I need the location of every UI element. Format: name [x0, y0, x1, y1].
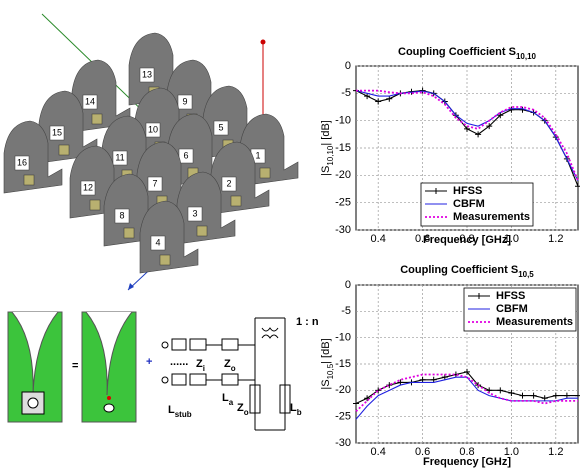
- legend-label: HFSS: [496, 290, 525, 302]
- line-seg: [222, 374, 238, 385]
- fin-label: 1: [255, 150, 260, 160]
- circuit-label-sub: stub: [175, 410, 192, 419]
- chart-title: Coupling Coefficient S10,5: [400, 264, 534, 279]
- port: [104, 404, 114, 412]
- circuit-label-sub: a: [229, 398, 234, 407]
- legend-label: CBFM: [496, 303, 528, 315]
- fin-label: 14: [85, 96, 95, 106]
- chart-title-main: Coupling Coefficient S: [400, 264, 518, 276]
- feed-box: [24, 175, 34, 185]
- y-tick-label: -30: [335, 224, 351, 236]
- x-tick-label: 1.2: [548, 233, 563, 245]
- circuit-label: La: [222, 392, 234, 407]
- circuit-label: Zo: [224, 358, 236, 373]
- axis-end: [261, 40, 266, 45]
- circuit-label-sub: o: [244, 408, 249, 417]
- circuit-label: Lstub: [168, 404, 192, 419]
- y-tick-label: -10: [335, 332, 351, 344]
- y-tick-label: 0: [345, 60, 351, 72]
- y-tick-label: -20: [335, 384, 351, 396]
- fin-label: 2: [226, 178, 231, 188]
- feed: [107, 396, 111, 400]
- feed-box: [90, 200, 100, 210]
- feed-box: [197, 226, 207, 236]
- node: [162, 377, 168, 383]
- chart-title-sub: 10,5: [518, 270, 534, 279]
- feed-box: [260, 168, 270, 178]
- y-tick-label: -30: [335, 437, 351, 449]
- fin-label: 6: [183, 150, 188, 160]
- legend-label: Measurements: [453, 211, 530, 223]
- chart-title: Coupling Coefficient S10,10: [398, 46, 537, 61]
- y-axis-label-sub: 10,5: [326, 363, 335, 379]
- fin-label: 7: [152, 178, 157, 188]
- y-tick-label: 0: [345, 279, 351, 291]
- y-axis-label-sub: 10,10: [326, 145, 335, 166]
- fin-label: 13: [142, 69, 152, 79]
- line-seg: [222, 339, 238, 350]
- feed-box: [92, 114, 102, 124]
- y-tick-label: -20: [335, 169, 351, 181]
- circuit-label: Zi: [196, 358, 205, 373]
- y-tick-label: -25: [335, 197, 351, 209]
- fin-label: 9: [182, 96, 187, 106]
- fin-label: 15: [52, 127, 62, 137]
- line-seg: [190, 374, 206, 385]
- y-tick-label: -10: [335, 115, 351, 127]
- fin-label: 16: [17, 157, 27, 167]
- circuit-label-sub: o: [231, 364, 236, 373]
- chart-title-sub: 10,10: [516, 52, 537, 61]
- circuit-label-sub: i: [203, 364, 205, 373]
- fin-label: 11: [115, 152, 124, 162]
- fin-label: 4: [155, 237, 160, 247]
- circuit-label-sub: b: [297, 408, 302, 417]
- fin-label: 5: [218, 122, 223, 132]
- y-axis-label-unit: | [dB]: [320, 120, 332, 145]
- x-tick-label: 1.2: [548, 446, 563, 458]
- fin-label: 12: [83, 182, 93, 192]
- y-tick-label: -15: [335, 358, 351, 370]
- x-axis-label: Frequency [GHz]: [423, 456, 511, 468]
- figure: 13149510156111167212384 = + ...... 1 : n…: [0, 0, 580, 470]
- fin-label: 8: [119, 210, 124, 220]
- x-tick-label: 0.4: [371, 233, 386, 245]
- circuit-label: Zo: [237, 402, 249, 417]
- legend-label: CBFM: [453, 198, 485, 210]
- y-tick-label: -15: [335, 142, 351, 154]
- equals: =: [72, 360, 78, 372]
- y-axis-label: |S10,5| [dB]: [320, 338, 335, 389]
- x-axis-label: Frequency [GHz]: [423, 234, 511, 246]
- chart-title-main: Coupling Coefficient S: [398, 46, 516, 58]
- feed-box: [231, 196, 241, 206]
- line-seg: [172, 339, 186, 350]
- port: [28, 398, 38, 408]
- ratio: 1 : n: [296, 316, 319, 328]
- y-tick-label: -5: [341, 305, 351, 317]
- feed-box: [124, 228, 134, 238]
- plus: +: [146, 356, 152, 368]
- legend-label: Measurements: [496, 316, 573, 328]
- circuit-label: Lb: [290, 402, 302, 417]
- dots: ......: [170, 356, 188, 368]
- line-seg: [190, 339, 206, 350]
- y-axis-label-main: |S: [320, 166, 332, 176]
- fin-label: 10: [148, 124, 158, 134]
- y-axis-label-unit: | [dB]: [320, 338, 332, 363]
- y-tick-label: -5: [341, 87, 351, 99]
- y-axis-label-main: |S: [320, 379, 332, 389]
- node: [162, 342, 168, 348]
- y-axis-label: |S10,10| [dB]: [320, 120, 335, 176]
- arrow-head: [128, 283, 134, 290]
- feed-box: [59, 145, 69, 155]
- y-tick-label: -25: [335, 411, 351, 423]
- feed-box: [160, 255, 170, 265]
- x-tick-label: 0.4: [371, 446, 386, 458]
- fin-label: 3: [192, 208, 197, 218]
- legend-label: HFSS: [453, 185, 482, 197]
- line-seg: [172, 374, 186, 385]
